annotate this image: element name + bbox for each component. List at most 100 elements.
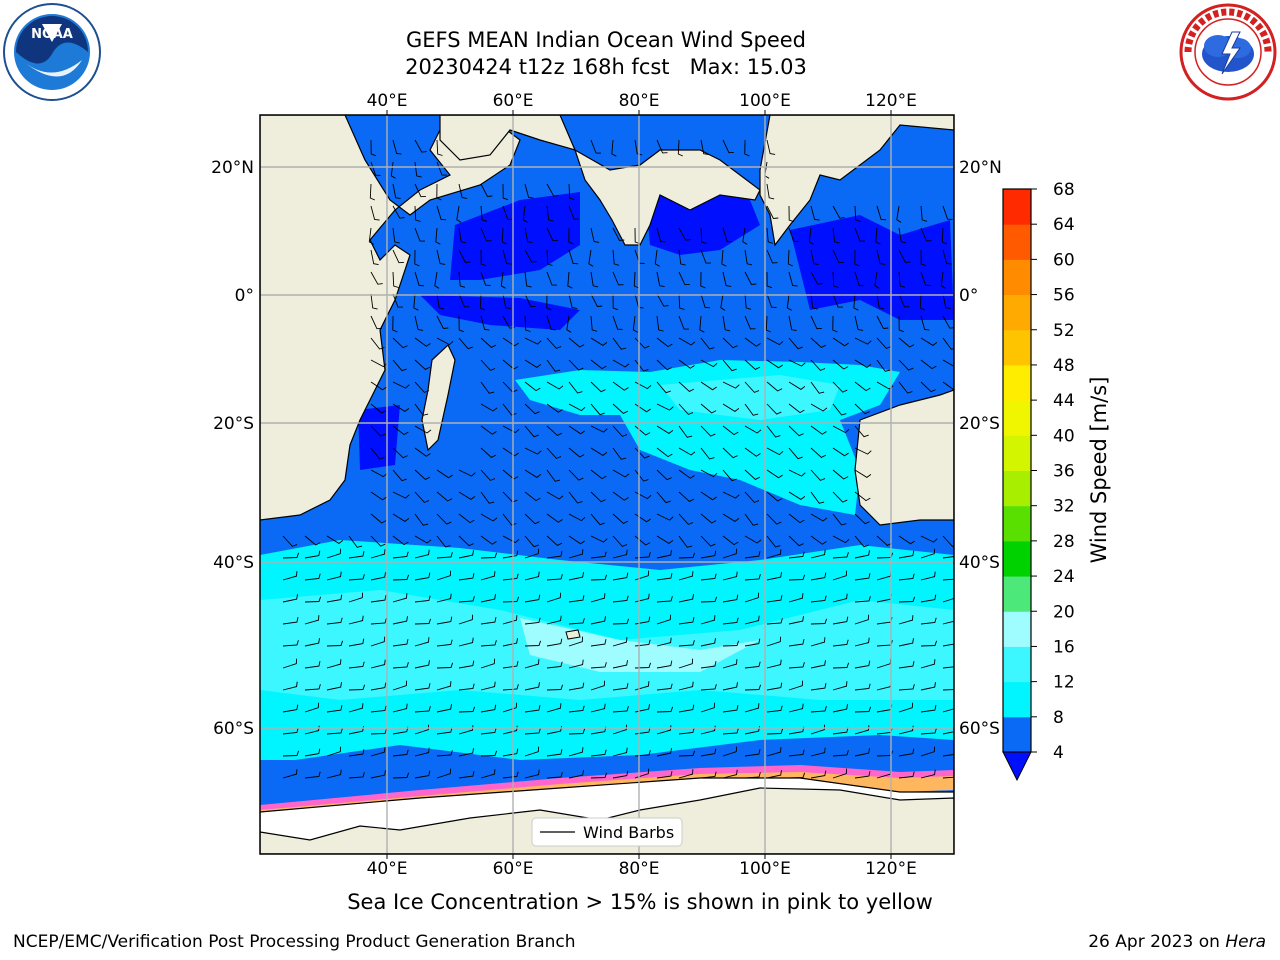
lat-label-right-0: 0° [959,286,978,306]
wind-barb [304,573,321,581]
wind-barb [744,661,761,669]
colorbar-tick-label: 4 [1053,743,1064,763]
wind-barb [700,702,716,713]
wind-barb [788,639,805,647]
wind-barb [788,535,804,547]
wind-barb [458,596,475,603]
wind-barb [590,749,607,757]
wind-barb [810,205,820,221]
wind-barb [942,597,954,603]
wind-barb [524,617,541,625]
wind-barb [744,551,761,559]
colorbar-tick-label: 68 [1053,180,1075,200]
wind-barb [326,746,342,757]
wind-barb [414,403,429,416]
wind-barb [546,513,563,523]
wind-barb [720,293,726,311]
colorbar-segment [1003,470,1031,507]
wind-barb [612,315,623,330]
wind-barb [766,469,783,479]
wind-barb [898,337,915,348]
wind-barb [590,574,608,581]
wind-barb [282,594,298,603]
wind-barb [502,425,520,434]
wind-barb [590,491,606,503]
wind-barb [744,425,762,434]
wind-barb [282,769,298,779]
wind-barb [656,271,665,288]
wind-barb [436,513,452,525]
wind-barb [854,550,870,559]
wind-barb [414,359,431,370]
wind-barb [546,183,559,197]
nws-logo-icon [1179,3,1277,101]
colorbar-segment [1003,646,1031,683]
colorbar-segment [1003,259,1031,296]
wind-barb [898,615,914,625]
wind-barb [567,271,573,289]
wind-barb [546,381,564,390]
wind-barb [942,708,954,713]
wind-barb [656,725,672,735]
wind-barb [282,617,299,625]
wind-barb [414,572,431,581]
wind-barb [568,447,585,458]
lat-label-right-20n: 20°N [959,158,1002,178]
wind-barb [810,724,826,735]
wind-barb [786,293,792,311]
wind-barb [788,469,806,477]
wind-barb [788,447,803,460]
wind-barb [832,425,850,434]
wind-barb-legend: Wind Barbs [531,817,683,847]
wind-barb [898,249,911,263]
wind-barb [744,513,759,526]
colorbar-tick-label: 28 [1053,532,1075,552]
wind-barb [326,535,344,544]
wind-barb [854,683,871,691]
wind-barb [766,271,773,289]
wind-barb [832,616,849,625]
wind-barb [942,689,954,691]
wind-barb [744,271,757,285]
wind-barb [456,205,462,223]
colorbar-tick-label: 52 [1053,321,1075,341]
wind-barb [678,227,691,241]
wind-barb [612,724,628,735]
wind-barb [480,727,497,735]
wind-barb [282,704,299,713]
wind-barb [524,746,540,757]
wind-barb [348,638,365,647]
wind-barb [568,618,585,625]
wind-barb [810,271,823,285]
wind-barb [634,359,649,372]
chart-subtitle: 20230424 t12z 168h fcst Max: 15.03 [405,55,807,79]
wind-barb [546,535,563,546]
wind-barb [810,618,828,625]
wind-barb [414,535,432,544]
wind-barb [348,615,364,625]
wind-barb [568,425,585,435]
wind-barb [370,337,385,350]
wind-barb [898,535,915,545]
wind-barb [524,513,540,525]
wind-barb [654,249,660,267]
wind-barb [480,337,497,348]
wind-barb [854,596,871,603]
colorbar-segment [1003,435,1031,471]
wind-barb [326,594,343,603]
wind-barb [436,315,449,329]
wind-barb [832,447,849,457]
wind-barb [370,705,387,713]
wind-barb [568,381,583,394]
wind-barb [722,513,740,522]
wind-barb [612,227,625,241]
wind-barb [436,570,452,581]
wind-barb [370,381,387,391]
lat-label-right-20s: 20°S [959,414,1000,434]
wind-barb [678,469,695,479]
wind-barb [744,592,760,603]
wind-barb [414,315,424,331]
wind-barb [348,703,364,713]
wind-barb [722,682,738,691]
wind-barb [568,227,574,245]
